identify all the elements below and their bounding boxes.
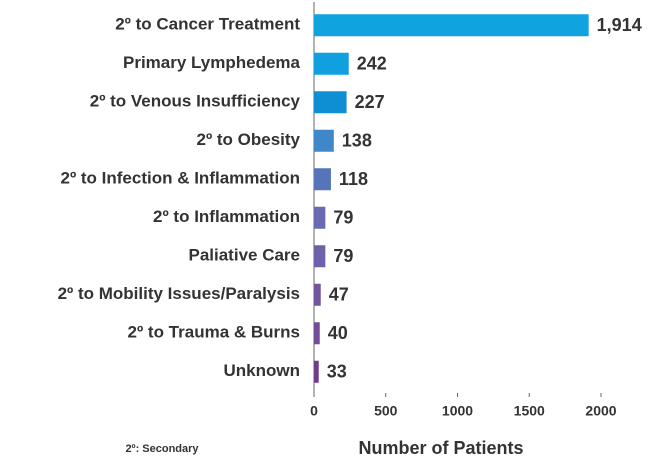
bar: [314, 322, 320, 345]
value-label: 79: [333, 208, 353, 228]
value-label: 227: [355, 92, 385, 112]
bar: [314, 129, 334, 152]
category-label: 2º to Venous Insufficiency: [90, 92, 301, 111]
category-label: 2º to Obesity: [196, 130, 300, 149]
category-label: Unknown: [224, 361, 301, 380]
value-label: 33: [327, 362, 347, 382]
x-tick-label: 2000: [585, 403, 616, 419]
value-label: 1,914: [597, 15, 642, 35]
category-label: 2º to Trauma & Burns: [128, 323, 300, 342]
bar: [314, 52, 349, 75]
value-label: 118: [339, 169, 368, 189]
value-label: 138: [342, 131, 372, 151]
value-label: 242: [357, 54, 387, 74]
category-label: Primary Lymphedema: [123, 53, 301, 72]
value-label: 47: [329, 285, 349, 305]
x-tick-label: 0: [310, 403, 318, 419]
category-label: 2º to Mobility Issues/Paralysis: [58, 284, 300, 303]
value-label: 79: [333, 246, 353, 266]
category-label: 2º to Cancer Treatment: [115, 15, 300, 34]
value-label: 40: [328, 323, 348, 343]
bar: [314, 283, 321, 306]
bar: [314, 360, 319, 383]
x-axis-label: Number of Patients: [358, 438, 523, 458]
bar: [314, 206, 326, 229]
category-label: Paliative Care: [188, 246, 300, 265]
category-label: 2º to Infection & Inflammation: [61, 169, 301, 188]
x-tick-label: 1500: [514, 403, 545, 419]
x-tick-label: 1000: [442, 403, 473, 419]
footnote: 2º: Secondary: [125, 443, 199, 455]
bar: [314, 168, 331, 191]
x-tick-label: 500: [374, 403, 398, 419]
bar: [314, 14, 589, 37]
bar: [314, 91, 347, 114]
category-label: 2º to Inflammation: [153, 207, 300, 226]
bar: [314, 245, 326, 268]
